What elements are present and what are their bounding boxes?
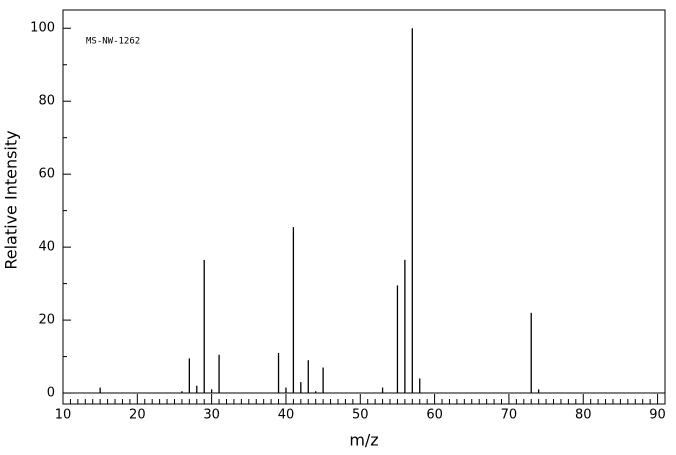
x-tick-label: 10 <box>55 408 72 423</box>
plot-frame <box>62 9 666 405</box>
y-tick-label: 0 <box>47 386 55 401</box>
y-tick-label: 100 <box>30 21 55 36</box>
x-tick-label: 60 <box>426 408 443 423</box>
x-tick-label: 80 <box>575 408 592 423</box>
x-tick-label: 20 <box>129 408 146 423</box>
annotation: MS-NW-1262 <box>86 37 140 47</box>
y-axis-label: Relative Intensity <box>2 130 21 269</box>
x-tick-label: 30 <box>203 408 220 423</box>
y-tick-label: 20 <box>38 313 55 328</box>
x-tick-label: 90 <box>649 408 666 423</box>
y-tick-label: 80 <box>38 94 55 109</box>
y-tick-label: 40 <box>38 240 55 255</box>
x-tick-label: 70 <box>501 408 518 423</box>
y-tick-label: 60 <box>38 167 55 182</box>
x-tick-label: 40 <box>278 408 295 423</box>
x-axis-label: m/z <box>349 431 378 450</box>
x-tick-label: 50 <box>352 408 369 423</box>
